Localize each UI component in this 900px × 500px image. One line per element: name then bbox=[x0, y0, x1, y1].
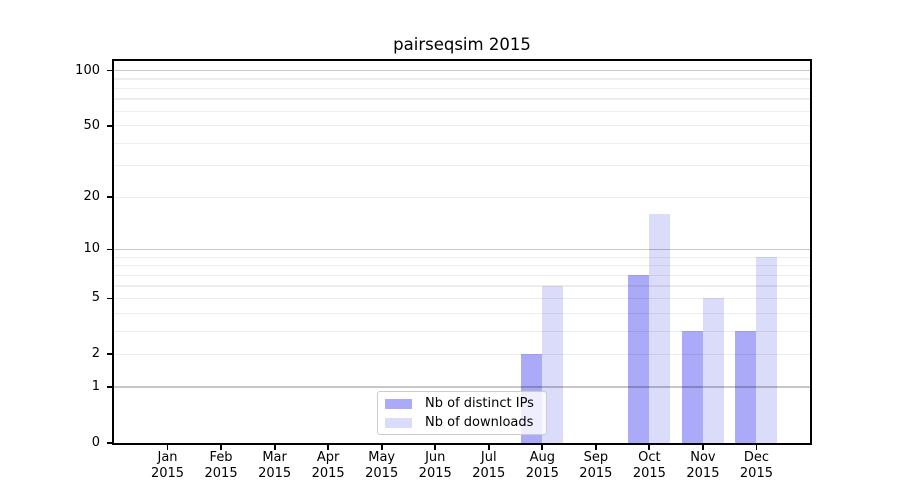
x-tick-mark-mar bbox=[273, 443, 276, 450]
gridline-minor-60 bbox=[114, 110, 810, 112]
x-tick-month: Dec bbox=[743, 450, 770, 465]
gridline-minor-70 bbox=[114, 98, 810, 100]
gridline-50 bbox=[114, 125, 810, 127]
gridline-2 bbox=[114, 353, 810, 355]
x-tick-month: May bbox=[368, 450, 396, 465]
gridline-minor-80 bbox=[114, 87, 810, 89]
y-tick-label-50: 50 bbox=[83, 117, 100, 133]
x-tick-year: 2015 bbox=[204, 466, 238, 481]
x-tick-month: Nov bbox=[690, 450, 716, 465]
x-tick-month: Aug bbox=[529, 450, 555, 465]
legend-label-downloads: Nb of downloads bbox=[425, 414, 534, 430]
gridline-minor-4 bbox=[114, 312, 810, 314]
gridline-10 bbox=[114, 248, 810, 251]
x-tick-label-may: May 2015 bbox=[342, 450, 422, 482]
x-tick-mark-sep bbox=[594, 443, 597, 450]
legend-label-distinct-ips: Nb of distinct IPs bbox=[425, 395, 534, 411]
y-tick-label-1: 1 bbox=[91, 379, 100, 395]
x-tick-mark-apr bbox=[327, 443, 330, 450]
y-tick-mark-20 bbox=[107, 196, 114, 199]
x-tick-year: 2015 bbox=[418, 466, 452, 481]
x-tick-label-apr: Apr 2015 bbox=[288, 450, 368, 482]
legend-swatch-distinct-ips-icon bbox=[385, 398, 412, 409]
x-tick-label-sep: Sep 2015 bbox=[556, 450, 636, 482]
gridline-minor-30 bbox=[114, 165, 810, 167]
legend-swatch-downloads-icon bbox=[385, 417, 412, 428]
legend-item-downloads: Nb of downloads bbox=[385, 415, 546, 431]
x-tick-month: Feb bbox=[209, 450, 233, 465]
y-tick-mark-2 bbox=[107, 353, 114, 356]
gridline-5 bbox=[114, 297, 810, 299]
x-tick-mark-oct bbox=[648, 443, 651, 450]
gridline-100 bbox=[114, 69, 810, 72]
x-tick-mark-jun bbox=[434, 443, 437, 450]
y-tick-mark-5 bbox=[107, 297, 114, 300]
x-tick-year: 2015 bbox=[632, 466, 666, 481]
x-tick-year: 2015 bbox=[472, 466, 506, 481]
y-tick-mark-100 bbox=[107, 69, 114, 72]
x-tick-mark-may bbox=[380, 443, 383, 450]
bar-downloads-oct bbox=[649, 214, 671, 443]
legend-item-distinct-ips: Nb of distinct IPs bbox=[385, 396, 546, 412]
x-tick-mark-jan bbox=[166, 443, 169, 450]
gridline-minor-8 bbox=[114, 265, 810, 267]
x-tick-month: Jun bbox=[425, 450, 446, 465]
x-tick-mark-jul bbox=[487, 443, 490, 450]
x-tick-label-jan: Jan 2015 bbox=[128, 450, 208, 482]
x-tick-label-jun: Jun 2015 bbox=[395, 450, 475, 482]
x-tick-label-feb: Feb 2015 bbox=[181, 450, 261, 482]
x-tick-month: Jan bbox=[157, 450, 178, 465]
x-tick-month: Mar bbox=[262, 450, 287, 465]
gridline-minor-6 bbox=[114, 285, 810, 287]
x-tick-month: Jul bbox=[480, 450, 497, 465]
bar-downloads-nov bbox=[702, 298, 724, 443]
y-tick-label-2: 2 bbox=[91, 346, 100, 362]
bar-downloads-dec bbox=[756, 257, 778, 443]
x-tick-mark-aug bbox=[541, 443, 544, 450]
bar-distinct-ips-oct bbox=[628, 275, 650, 443]
x-tick-year: 2015 bbox=[365, 466, 399, 481]
gridline-minor-7 bbox=[114, 274, 810, 276]
x-tick-mark-nov bbox=[702, 443, 704, 450]
legend: Nb of distinct IPs Nb of downloads bbox=[377, 391, 547, 435]
x-tick-year: 2015 bbox=[686, 466, 720, 481]
gridline-20 bbox=[114, 196, 810, 198]
x-tick-year: 2015 bbox=[258, 466, 292, 481]
y-tick-label-0: 0 bbox=[91, 435, 100, 450]
gridline-minor-3 bbox=[114, 330, 810, 332]
bar-downloads-aug bbox=[542, 285, 564, 443]
x-tick-year: 2015 bbox=[150, 466, 185, 481]
y-tick-mark-10 bbox=[107, 248, 114, 251]
y-tick-mark-0 bbox=[107, 442, 114, 444]
gridline-1 bbox=[114, 386, 810, 388]
x-tick-mark-feb bbox=[220, 443, 222, 450]
x-tick-label-dec: Dec 2015 bbox=[716, 450, 796, 482]
y-tick-label-20: 20 bbox=[83, 189, 100, 205]
y-tick-label-5: 5 bbox=[91, 290, 100, 306]
chart-title: pairseqsim 2015 bbox=[393, 35, 531, 54]
x-tick-label-jul: Jul 2015 bbox=[449, 450, 529, 482]
x-tick-label-nov: Nov 2015 bbox=[663, 450, 743, 482]
bar-distinct-ips-nov bbox=[681, 331, 703, 443]
x-tick-year: 2015 bbox=[739, 466, 773, 481]
y-tick-label-10: 10 bbox=[83, 241, 100, 257]
x-tick-month: Oct bbox=[638, 450, 661, 465]
x-tick-year: 2015 bbox=[579, 466, 613, 481]
x-tick-label-mar: Mar 2015 bbox=[235, 450, 315, 482]
x-tick-label-aug: Aug 2015 bbox=[502, 450, 582, 482]
y-tick-mark-1 bbox=[107, 386, 114, 388]
x-tick-label-oct: Oct 2015 bbox=[609, 450, 689, 482]
x-tick-mark-dec bbox=[755, 443, 758, 450]
y-tick-mark-50 bbox=[107, 124, 114, 127]
gridline-minor-40 bbox=[114, 142, 810, 144]
x-tick-year: 2015 bbox=[311, 466, 345, 481]
x-tick-year: 2015 bbox=[525, 466, 559, 481]
gridline-minor-90 bbox=[114, 78, 810, 80]
gridline-minor-9 bbox=[114, 256, 810, 258]
bar-distinct-ips-dec bbox=[735, 331, 757, 443]
x-tick-month: Sep bbox=[583, 450, 609, 465]
y-tick-label-100: 100 bbox=[75, 62, 100, 78]
x-tick-month: Apr bbox=[316, 450, 340, 465]
